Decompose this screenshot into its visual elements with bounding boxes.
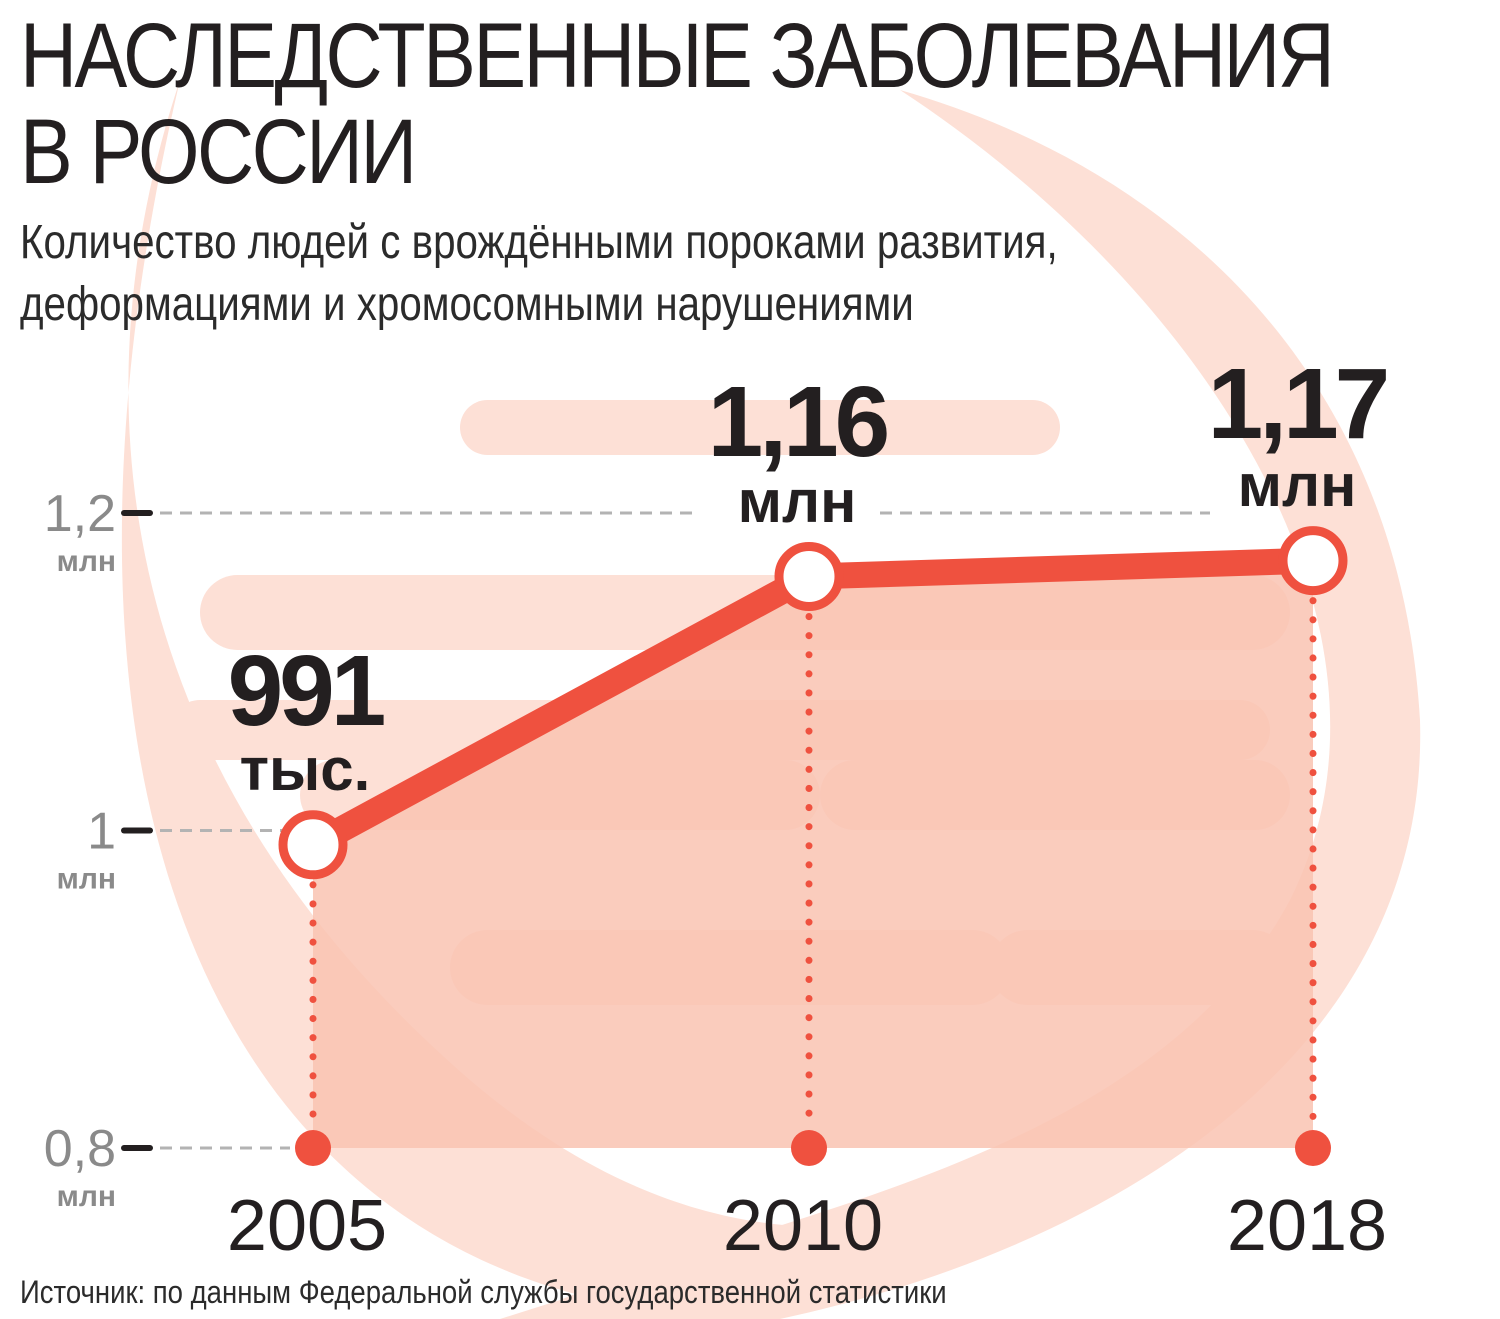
value-unit: тыс. [240,736,371,803]
chart-subtitle: Количество людей с врождёнными пороками … [20,212,1058,336]
value-label: 991 [228,635,384,747]
x-tick-label: 2010 [723,1186,883,1266]
y-tick-label: 0,8 [44,1120,116,1178]
baseline-dot [1295,1130,1331,1166]
title-line-2: В РОССИИ [20,104,1332,200]
y-tick-unit: млн [57,863,116,896]
baseline-dot [791,1130,827,1166]
subtitle-line-2: деформациями и хромосомными нарушениями [20,274,1058,336]
data-point [1283,531,1343,591]
y-tick-unit: млн [57,545,116,578]
x-tick-label: 2018 [1227,1186,1387,1266]
source-note: Источник: по данным Федеральной службы г… [20,1272,947,1312]
value-label: 1,17 [1208,348,1387,460]
y-tick-unit: млн [57,1180,116,1213]
y-tick-label: 1 [87,803,116,861]
data-point [283,815,343,875]
value-unit: млн [738,468,857,535]
infographic: 1,2 млн 1 млн 0,8 млн 991 тыс. 1,16 млн 1,17 млн 2… [0,0,1500,1319]
x-tick-label: 2005 [227,1186,387,1266]
value-label: 1,16 [708,366,887,478]
chart-title: НАСЛЕДСТВЕННЫЕ ЗАБОЛЕВАНИЯ В РОССИИ [20,8,1332,200]
subtitle-line-1: Количество людей с врождёнными пороками … [20,212,1058,274]
value-unit: млн [1238,452,1357,519]
data-point [779,547,839,607]
baseline-dot [295,1130,331,1166]
y-tick-label: 1,2 [44,485,116,543]
title-line-1: НАСЛЕДСТВЕННЫЕ ЗАБОЛЕВАНИЯ [20,8,1332,104]
